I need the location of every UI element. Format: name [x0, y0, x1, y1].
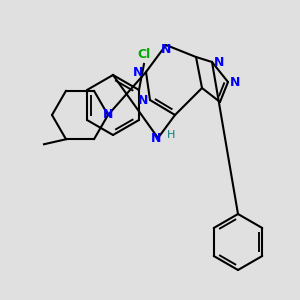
Text: N: N: [214, 56, 224, 68]
Text: N: N: [138, 94, 148, 106]
Text: N: N: [151, 131, 161, 145]
Text: Cl: Cl: [137, 48, 151, 61]
Text: N: N: [133, 65, 143, 79]
Text: N: N: [103, 109, 113, 122]
Text: N: N: [230, 76, 240, 88]
Text: H: H: [167, 130, 175, 140]
Text: N: N: [161, 43, 171, 56]
